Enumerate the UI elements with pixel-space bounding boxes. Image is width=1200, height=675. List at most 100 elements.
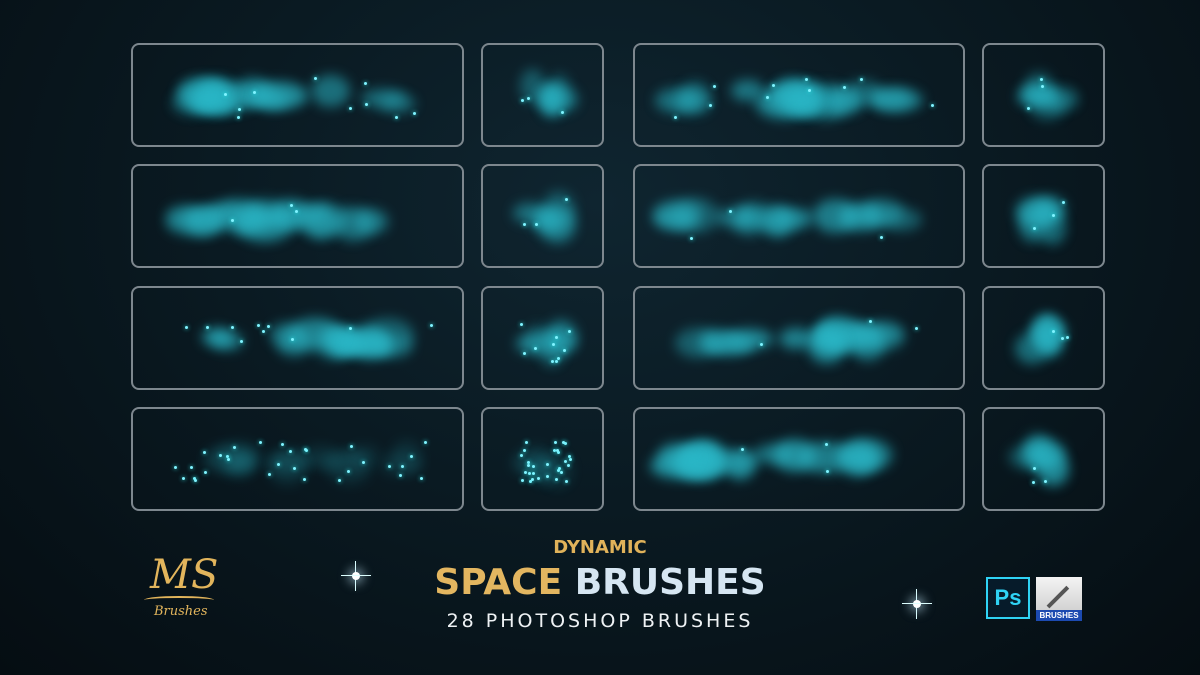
sparkle-dot: [291, 337, 295, 341]
sparkle-dot: [824, 443, 828, 447]
sparkle-dot: [226, 457, 230, 461]
sparkle-dot: [555, 335, 559, 339]
brush-preview-stamp: [982, 407, 1105, 511]
brush-preview-stamp: [481, 164, 604, 268]
sparkle-dot: [551, 359, 555, 363]
sparkle-dot: [690, 237, 694, 241]
brush-mark: [248, 85, 308, 109]
brush-preview-stamp: [982, 164, 1105, 268]
sparkle-dot: [303, 477, 307, 481]
sparkle-dot: [1051, 329, 1055, 333]
sparkle-dot: [314, 77, 318, 81]
brush-mark: [314, 453, 373, 474]
sparkle-dot: [349, 106, 353, 110]
brush-mark: [653, 205, 696, 229]
sparkle-dot: [230, 218, 234, 222]
brush-mark: [311, 75, 350, 108]
sparkle-dot: [182, 476, 186, 480]
sparkle-dot: [562, 349, 566, 353]
brush-mark: [204, 448, 258, 476]
sparkle-dot: [252, 91, 256, 95]
sparkle-dot: [350, 445, 354, 449]
brush-mark: [222, 456, 254, 479]
sparkle-dot: [280, 442, 284, 446]
brush-mark: [779, 328, 815, 350]
sparkle-dot: [555, 477, 559, 481]
sparkle-dot: [771, 83, 775, 87]
brush-mark: [326, 449, 371, 485]
brush-preview-stamp: [481, 407, 604, 511]
sparkle-dot: [1040, 85, 1044, 89]
brush-mark: [345, 445, 380, 464]
sparkle-dot: [880, 235, 884, 239]
sparkle-dot: [537, 476, 541, 480]
brush-mark: [538, 205, 576, 243]
brush-mark: [531, 451, 557, 487]
sparkle-dot: [808, 89, 812, 93]
sparkle-dot: [1052, 213, 1056, 217]
sparkle-dot: [364, 81, 368, 85]
sparkle-dot: [398, 474, 402, 478]
brush-mark: [216, 441, 264, 469]
sparkle-dot: [520, 323, 524, 327]
brush-mark: [654, 87, 700, 114]
sparkle-dot: [268, 472, 272, 476]
brush-preview-stamp: [982, 286, 1105, 390]
brush-mark: [540, 84, 564, 117]
brush-mark: [705, 337, 754, 356]
sparkle-dot: [527, 461, 531, 465]
brush-mark: [862, 321, 905, 351]
brush-mark: [774, 439, 815, 473]
headline-space: SPACE: [434, 562, 563, 603]
sparkle-dot: [394, 116, 398, 120]
sparkle-dot: [766, 95, 770, 99]
sparkle-dot: [1062, 201, 1066, 205]
sparkle-dot: [420, 476, 424, 480]
brush-mark: [212, 331, 243, 351]
sparkle-dot: [185, 325, 189, 329]
brush-mark: [860, 199, 904, 226]
sparkle-dot: [520, 98, 524, 102]
brush-mark: [840, 209, 883, 232]
sparkle-dot: [535, 222, 539, 226]
sparkle-dot: [430, 323, 434, 327]
brush-mark: [185, 206, 224, 236]
brush-mark: [1037, 452, 1069, 486]
brushes-icon: BRUSHES: [1036, 577, 1082, 621]
brush-mark: [519, 68, 545, 104]
sparkle-dot: [225, 454, 229, 458]
ms-brushes-logo: MS Brushes: [140, 552, 225, 624]
sparkle-dot: [256, 323, 260, 327]
sparkle-dot: [1040, 77, 1044, 81]
sparkle-dot: [565, 480, 569, 484]
sparkle-dot: [931, 103, 935, 107]
sparkle-dot: [362, 460, 366, 464]
sparkle-dot: [554, 441, 558, 445]
sparkle-dot: [532, 464, 536, 468]
brush-mark: [1025, 71, 1054, 100]
brush-mark: [674, 328, 721, 359]
brush-mark: [179, 78, 232, 108]
sparkle-dot: [1032, 227, 1036, 231]
brush-mark: [290, 202, 350, 235]
headline-brushes: BRUSHES: [574, 562, 766, 603]
sparkle-icon: [902, 589, 932, 619]
sparkle-dot: [556, 451, 560, 455]
sparkle-dot: [230, 326, 234, 330]
sparkle-dot: [218, 453, 222, 457]
sparkle-dot: [709, 104, 713, 108]
sparkle-dot: [552, 448, 556, 452]
sparkle-dot: [868, 320, 872, 324]
sparkle-dot: [365, 102, 369, 106]
brush-mark: [226, 450, 259, 475]
sparkle-dot: [552, 343, 556, 347]
sparkle-dot: [563, 459, 567, 463]
sparkle-dot: [1061, 336, 1065, 340]
sparkle-dot: [1031, 481, 1035, 485]
sparkle-dot: [203, 471, 207, 475]
sparkle-dot: [410, 454, 414, 458]
sparkle-dot: [529, 480, 533, 484]
brush-mark: [731, 79, 764, 102]
brush-mark: [304, 204, 339, 240]
sparkle-dot: [193, 476, 197, 480]
